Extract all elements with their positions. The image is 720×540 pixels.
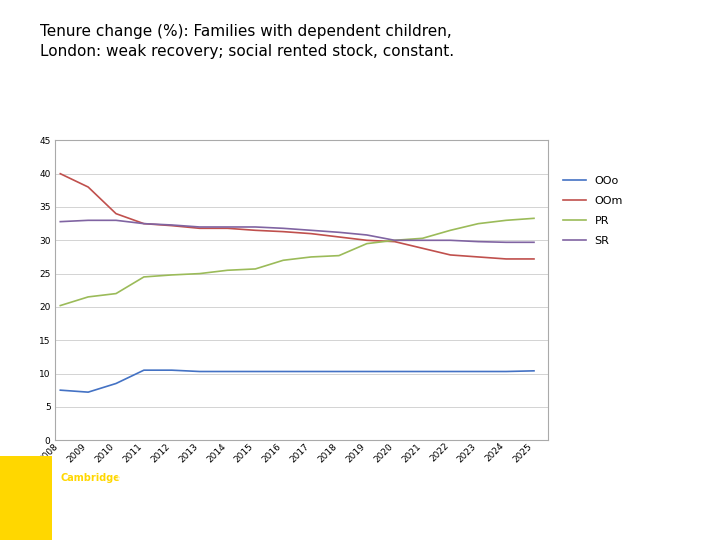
SR bbox=[307, 227, 315, 233]
Line: PR: PR bbox=[60, 218, 534, 306]
PR bbox=[279, 257, 287, 264]
PR bbox=[502, 217, 510, 224]
OOo bbox=[251, 368, 260, 375]
SR bbox=[362, 232, 371, 238]
OOm bbox=[530, 256, 539, 262]
SR bbox=[168, 222, 176, 228]
OOm bbox=[168, 222, 176, 229]
PR bbox=[56, 302, 65, 309]
Text: for Housing &: for Housing & bbox=[60, 498, 127, 508]
OOm bbox=[307, 231, 315, 237]
PR bbox=[474, 220, 482, 227]
OOo bbox=[168, 367, 176, 374]
SR bbox=[502, 239, 510, 246]
OOm bbox=[474, 254, 482, 260]
OOm bbox=[56, 171, 65, 177]
PR bbox=[390, 237, 399, 244]
Text: Planning Research: Planning Research bbox=[60, 523, 151, 534]
SR bbox=[84, 217, 92, 224]
OOo bbox=[502, 368, 510, 375]
PR bbox=[223, 267, 232, 273]
OOm bbox=[223, 225, 232, 232]
Line: OOo: OOo bbox=[60, 370, 534, 392]
Text: London: weak recovery; social rented stock, constant.: London: weak recovery; social rented sto… bbox=[40, 44, 454, 59]
OOm bbox=[140, 220, 148, 227]
Text: Cambridge: Cambridge bbox=[60, 473, 120, 483]
OOo bbox=[390, 368, 399, 375]
OOm bbox=[502, 256, 510, 262]
SR bbox=[390, 237, 399, 244]
PR bbox=[446, 227, 455, 233]
SR bbox=[474, 238, 482, 245]
OOo bbox=[446, 368, 455, 375]
OOo bbox=[307, 368, 315, 375]
Line: OOm: OOm bbox=[60, 174, 534, 259]
SR bbox=[418, 237, 427, 244]
PR bbox=[530, 215, 539, 221]
PR bbox=[251, 266, 260, 272]
OOo bbox=[474, 368, 482, 375]
SR bbox=[140, 220, 148, 227]
SR bbox=[335, 229, 343, 235]
SR bbox=[530, 239, 539, 246]
OOm bbox=[112, 211, 120, 217]
PR bbox=[195, 271, 204, 277]
Text: Centre: Centre bbox=[114, 473, 150, 483]
OOo bbox=[140, 367, 148, 374]
Line: SR: SR bbox=[60, 220, 534, 242]
PR bbox=[168, 272, 176, 278]
PR bbox=[418, 235, 427, 241]
SR bbox=[279, 225, 287, 232]
PR bbox=[140, 274, 148, 280]
OOm bbox=[279, 228, 287, 235]
SR bbox=[56, 218, 65, 225]
PR bbox=[112, 291, 120, 297]
OOo bbox=[56, 387, 65, 393]
SR bbox=[223, 224, 232, 230]
PR bbox=[307, 254, 315, 260]
OOo bbox=[195, 368, 204, 375]
OOm bbox=[446, 252, 455, 258]
OOm bbox=[390, 238, 399, 245]
SR bbox=[112, 217, 120, 224]
OOm bbox=[335, 234, 343, 240]
OOo bbox=[223, 368, 232, 375]
SR bbox=[446, 237, 455, 244]
Bar bbox=[0, 456, 52, 540]
OOm bbox=[84, 184, 92, 190]
PR bbox=[84, 294, 92, 300]
OOo bbox=[418, 368, 427, 375]
PR bbox=[335, 252, 343, 259]
OOm bbox=[418, 245, 427, 252]
OOm bbox=[195, 225, 204, 232]
OOo bbox=[279, 368, 287, 375]
OOo bbox=[112, 380, 120, 387]
Text: Tenure change (%): Families with dependent children,: Tenure change (%): Families with depende… bbox=[40, 24, 451, 39]
OOm bbox=[362, 237, 371, 244]
OOo bbox=[362, 368, 371, 375]
OOo bbox=[84, 389, 92, 395]
PR bbox=[362, 240, 371, 247]
OOm bbox=[251, 227, 260, 233]
SR bbox=[251, 224, 260, 230]
OOo bbox=[335, 368, 343, 375]
SR bbox=[195, 224, 204, 230]
OOo bbox=[530, 368, 539, 374]
Legend: OOo, OOm, PR, SR: OOo, OOm, PR, SR bbox=[563, 176, 623, 246]
